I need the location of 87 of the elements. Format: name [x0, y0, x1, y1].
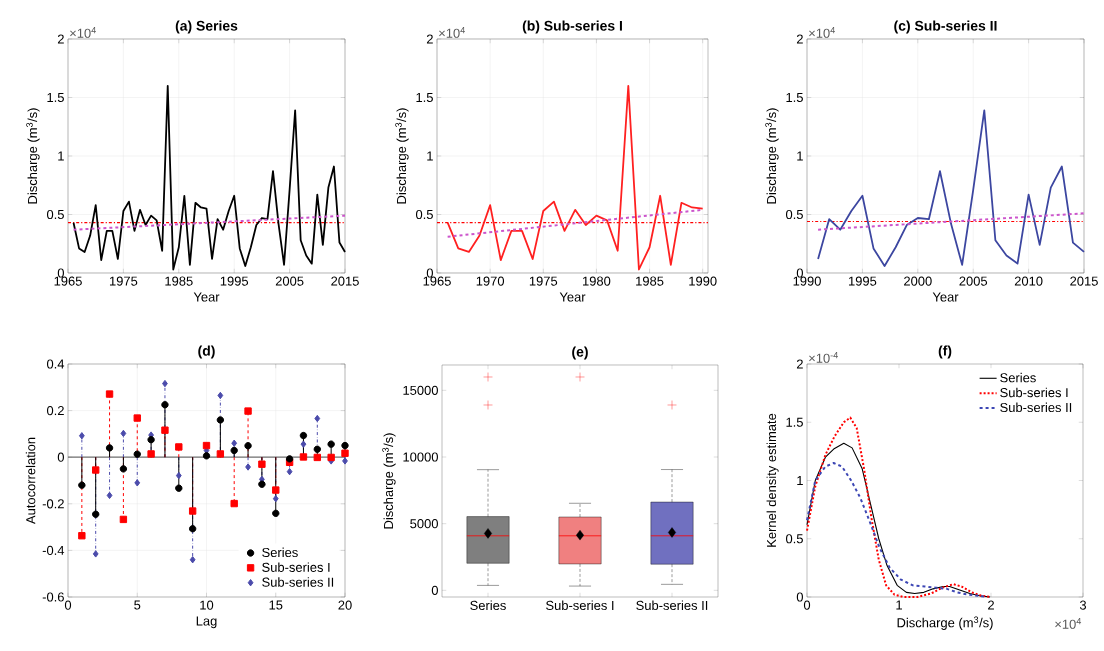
y-tick-label: 1.5: [786, 92, 803, 103]
y-tick-label: 0: [57, 452, 64, 462]
x-tick-label: 20: [338, 600, 352, 610]
x-tick-label: 3: [1079, 600, 1087, 610]
chart-title: (f): [938, 345, 952, 359]
x-tick-label: 2015: [331, 276, 359, 286]
chart-title: (b) Sub-series I: [522, 20, 622, 34]
text: ×10$^{4}$: [70, 27, 96, 38]
y-tick-label: 1: [58, 151, 64, 161]
x-tick-label: 2: [988, 600, 994, 610]
y-axis-title: Discharge (m$^{3}$/s): [382, 433, 396, 529]
legend-label: Series: [262, 547, 298, 558]
y-tick-label: 2: [426, 34, 433, 44]
y-axis-title: Discharge (m$^{3}$/s): [395, 108, 409, 204]
x-axis-title: Discharge (m$^{3}$/s): [897, 616, 993, 630]
y-tick-label: -0.6: [42, 592, 64, 602]
legend-label: Sub-series I: [1000, 387, 1068, 398]
x-tick-label: 1965: [54, 276, 82, 286]
y-tick-label: 1: [797, 476, 803, 485]
x-axis-title: Year: [193, 292, 220, 302]
y-tick-label: 1.5: [416, 92, 433, 103]
y-axis-title: Discharge (m$^{3}$/s): [765, 108, 779, 204]
y-tick-label: 2: [796, 34, 803, 44]
y-tick-label: -0.4: [42, 545, 65, 555]
legend-label: Sub-series II: [262, 577, 334, 587]
y-tick-label: 0: [57, 268, 64, 278]
x-tick-label: 1970: [476, 276, 505, 286]
y-axis-title: Kernel density estimate: [766, 413, 779, 547]
y-tick-label: 15000: [403, 385, 438, 395]
x-tick-label: 2015: [1070, 276, 1098, 286]
x-tick-label: 1975: [529, 276, 558, 286]
x-tick-label: Sub-series II: [636, 600, 708, 611]
x-tick-label: 1985: [636, 276, 664, 286]
y-tick-label: 1: [797, 151, 803, 161]
text: ×10$^{-4}$: [809, 352, 838, 363]
x-axis-title: Year: [932, 292, 959, 302]
x-axis-title: Lag: [196, 616, 217, 629]
legend-label: Sub-series II: [1000, 402, 1072, 413]
y-tick-label: 0.4: [46, 359, 65, 369]
x-tick-label: 2000: [904, 276, 932, 286]
y-tick-label: 2: [57, 34, 64, 44]
y-tick-label: 1.5: [786, 417, 803, 427]
x-tick-label: 15: [269, 600, 283, 610]
legend-label: Sub-series I: [262, 562, 330, 572]
chart-title: (d): [198, 345, 215, 359]
y-tick-label: 0.5: [46, 209, 64, 220]
y-tick-label: 0: [431, 585, 438, 595]
y-tick-label: 1.5: [47, 92, 64, 103]
text: ×10$^{4}$: [439, 27, 465, 38]
chart-title: (e): [572, 346, 588, 360]
x-tick-label: 1980: [583, 276, 611, 286]
x-tick-label: 1975: [109, 276, 138, 286]
x-tick-label: 1965: [423, 276, 451, 286]
text: ×10$^{4}$: [1055, 618, 1082, 629]
y-tick-label: 0.5: [785, 534, 803, 544]
y-tick-label: 0.2: [46, 406, 64, 416]
x-tick-label: 1: [896, 600, 902, 610]
y-tick-label: 0.5: [785, 209, 803, 220]
y-tick-label: 0.5: [415, 209, 433, 220]
x-tick-label: 10: [200, 600, 214, 610]
y-axis-title: Autocorrelation: [25, 437, 36, 525]
y-tick-label: 10000: [403, 452, 438, 462]
legend-label: Series: [1000, 372, 1036, 383]
y-tick-label: 1: [427, 151, 433, 161]
x-tick-label: 1985: [165, 276, 193, 286]
x-tick-label: 2005: [959, 276, 988, 286]
x-tick-label: 1990: [689, 276, 717, 286]
x-tick-label: 0: [64, 600, 72, 610]
x-tick-label: 5: [134, 600, 141, 610]
y-tick-label: 0: [426, 268, 433, 278]
chart-title: (a) Series: [175, 20, 238, 34]
x-tick-label: Sub-series I: [546, 600, 614, 611]
x-tick-label: 2005: [275, 276, 304, 286]
chart-title: (c) Sub-series II: [894, 20, 997, 34]
y-tick-label: 0: [796, 268, 803, 278]
y-tick-label: 0: [796, 592, 803, 602]
y-axis-title: Discharge (m$^{3}$/s): [26, 108, 40, 204]
x-tick-label: 1990: [793, 276, 821, 286]
x-tick-label: 1995: [220, 276, 249, 286]
y-tick-label: 5000: [410, 519, 438, 529]
x-axis-title: Year: [559, 292, 586, 302]
y-tick-label: -0.2: [42, 499, 64, 509]
x-tick-label: Series: [470, 600, 506, 611]
x-tick-label: 2010: [1014, 276, 1043, 286]
x-tick-label: 1995: [848, 276, 877, 286]
text: ×10$^{4}$: [809, 27, 835, 38]
y-tick-label: 2: [796, 359, 803, 369]
